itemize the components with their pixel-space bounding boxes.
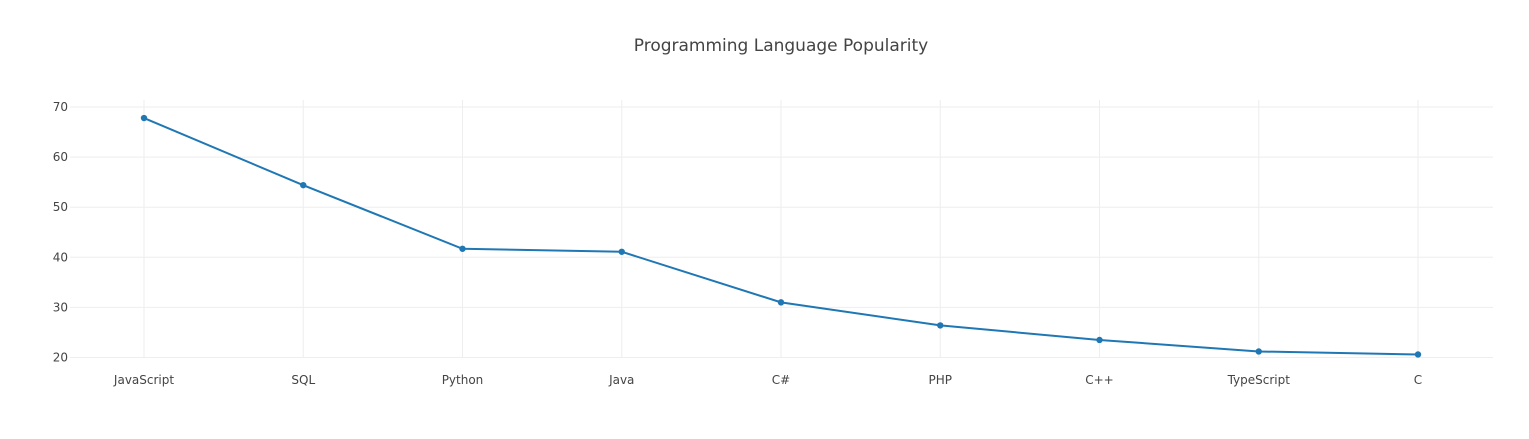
series-layer [140,114,1422,358]
x-tick-label: PHP [929,373,953,387]
y-tick-label: 20 [53,350,68,364]
y-tick-label: 40 [53,250,68,264]
data-point[interactable] [937,322,944,329]
chart-title: Programming Language Popularity [634,36,928,56]
y-axis-tick-labels: 20 30 40 50 60 70 [53,100,68,364]
y-tick-label: 50 [53,200,68,214]
y-tick-label: 70 [53,100,68,114]
x-tick-label: C# [772,373,790,387]
data-point[interactable] [777,299,785,306]
y-tick-label: 60 [53,150,68,164]
x-tick-label: SQL [291,373,315,387]
data-point[interactable] [1414,351,1422,358]
data-point[interactable] [140,114,148,122]
x-tick-label: C [1414,373,1422,387]
y-tick-label: 30 [53,300,68,314]
data-point[interactable] [459,245,466,252]
grid-layer [70,100,1493,358]
x-tick-label: JavaScript [113,373,174,387]
data-point[interactable] [1255,348,1262,355]
x-tick-label: TypeScript [1227,373,1291,387]
data-point[interactable] [1096,336,1103,344]
x-tick-label: C++ [1085,373,1114,387]
x-axis-tick-labels: JavaScript SQL Python Java C# PHP C++ TypeScrip… [113,373,1422,387]
x-tick-label: Java [608,373,634,387]
data-point[interactable] [618,248,625,255]
x-tick-label: Python [442,373,484,387]
data-point[interactable] [300,181,307,189]
